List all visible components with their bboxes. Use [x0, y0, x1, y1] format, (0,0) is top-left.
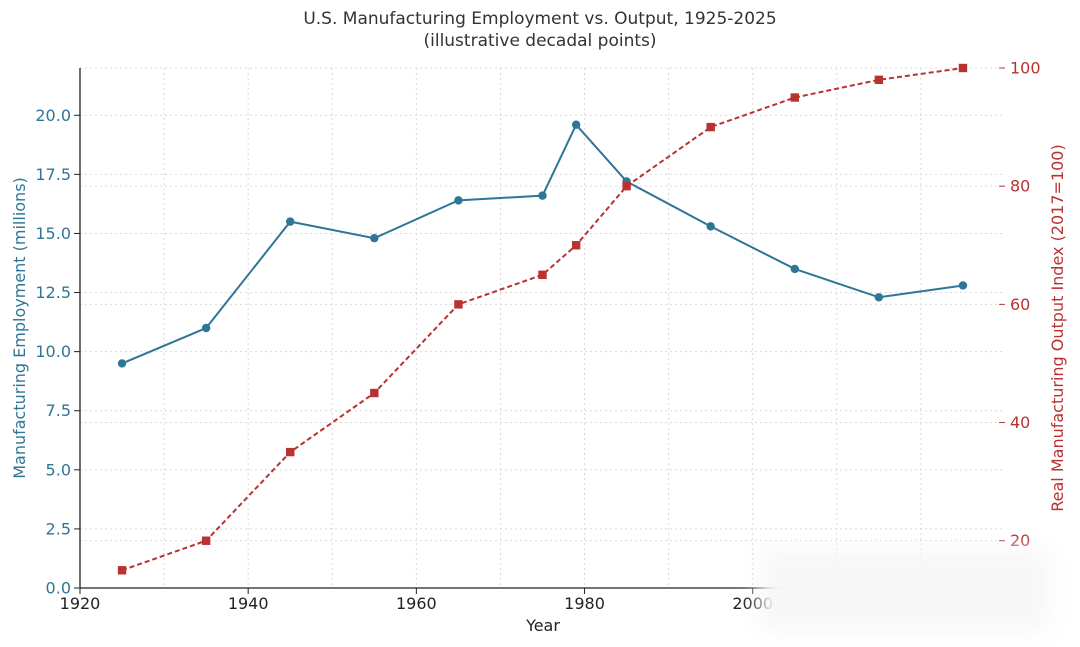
output-point	[201, 536, 211, 545]
y2-tick-label: 20	[1010, 531, 1030, 550]
y-tick-label: 2.5	[46, 519, 71, 538]
employment-point	[790, 264, 799, 274]
series-points	[117, 63, 968, 575]
output-point	[286, 447, 295, 457]
x-axis-label: Year	[525, 616, 560, 635]
employment-point	[874, 293, 884, 302]
y-tick-label: 12.5	[35, 283, 71, 302]
y-tick-label: 10.0	[35, 342, 71, 361]
y-tick-label: 20.0	[35, 106, 71, 125]
employment-point	[201, 323, 211, 333]
employment-point	[706, 222, 715, 231]
employment-point	[286, 217, 295, 226]
employment-line	[121, 122, 964, 365]
series-lines	[121, 67, 964, 572]
output-point	[790, 93, 799, 102]
y2-tick-label: 60	[1010, 295, 1030, 314]
output-point	[454, 300, 463, 309]
y-tick-label: 5.0	[46, 460, 71, 479]
chart-title: U.S. Manufacturing Employment vs. Output…	[303, 9, 776, 29]
y-tick-label: 15.0	[35, 224, 71, 243]
output-point	[874, 75, 884, 85]
y-axis-label: Manufacturing Employment (millions)	[10, 177, 29, 479]
grid-lines	[79, 67, 1005, 589]
x-tick-label: 1920	[60, 594, 101, 613]
tick-marks: 0.0 2.5 5.0 7.5 10.0 12.5 15.0 17.5 20.0 20 40 60 80…	[35, 59, 1040, 614]
employment-point	[571, 120, 581, 129]
employment-point	[958, 281, 968, 290]
output-point	[538, 270, 547, 280]
employment-point	[370, 233, 379, 243]
output-point	[706, 122, 715, 132]
output-point	[571, 241, 581, 250]
employment-point	[454, 196, 463, 205]
output-line	[121, 67, 964, 572]
blurred-overlay	[760, 550, 1050, 630]
output-point	[117, 566, 127, 575]
axes	[79, 68, 1005, 589]
output-point	[622, 181, 631, 191]
output-point	[958, 63, 968, 73]
x-tick-label: 1940	[228, 594, 269, 613]
output-point	[370, 388, 379, 398]
x-tick-label: 1980	[564, 594, 605, 613]
y-tick-label: 0.0	[46, 579, 71, 598]
employment-point	[117, 359, 127, 368]
y-tick-label: 7.5	[46, 401, 71, 420]
y2-tick-label: 40	[1010, 413, 1030, 432]
x-tick-label: 1960	[396, 594, 437, 613]
y2-tick-label: 80	[1010, 177, 1030, 196]
employment-point	[538, 191, 547, 200]
y2-axis-label: Real Manufacturing Output Index (2017=10…	[1048, 144, 1067, 511]
y-tick-label: 17.5	[35, 165, 71, 184]
chart-subtitle: (illustrative decadal points)	[423, 31, 656, 51]
y2-tick-label: 100	[1010, 59, 1041, 78]
